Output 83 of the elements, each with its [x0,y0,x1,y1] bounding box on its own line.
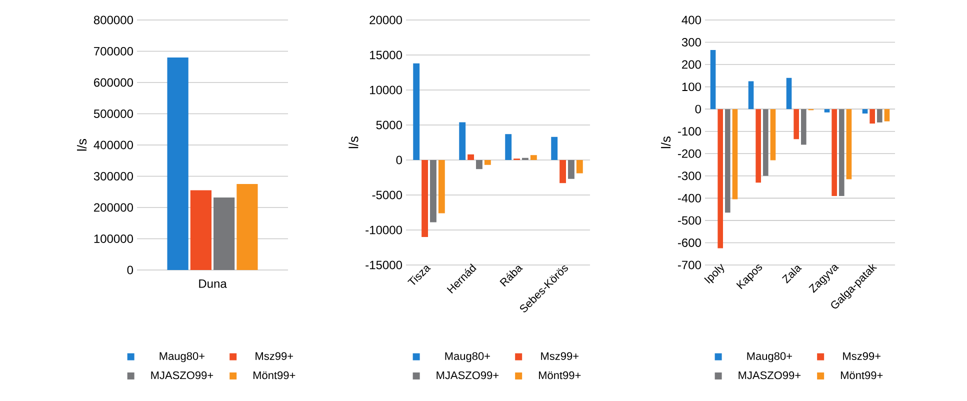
bar [560,160,566,184]
bar [838,109,844,196]
bar [732,109,738,200]
bar [824,109,830,112]
bar [748,81,754,110]
bar [832,109,837,196]
y-tick-label: 300 [682,38,701,46]
legend-label: Mönt99+ [253,371,296,380]
legend-label: Msz99+ [541,352,578,360]
y-tick-label: -10000 [366,226,402,234]
y-tick-label: 800000 [94,16,134,24]
y-tick-label: 100 [682,82,701,92]
y-tick-label: 100000 [94,234,134,243]
bar [551,136,558,160]
bar [718,109,723,248]
bar [786,78,792,110]
bar [576,160,583,174]
y-tick-label: 200 [682,60,701,69]
bar [884,109,890,122]
bar [762,109,768,176]
legend-label: MJASZO99+ [151,371,214,380]
bar [794,109,799,140]
y-axis-title: l/s [348,136,358,148]
y-tick-label: 700000 [94,47,134,56]
y-tick-label: 500000 [94,110,134,118]
y-axis-title: l/s [661,136,671,148]
y-tick-label: -400 [678,194,701,202]
bar [476,160,482,170]
bar [468,154,474,160]
bar [459,122,466,160]
bar [862,109,868,114]
y-tick-label: 5000 [376,120,402,130]
x-tick-label: Duna [199,280,227,288]
bar [870,109,875,124]
bar [756,109,761,183]
legend-label: Msz99+ [256,352,294,360]
y-tick-label: 10000 [370,86,402,94]
bar [530,155,537,160]
bar [770,109,776,160]
legend-label: Mönt99+ [840,371,883,380]
y-tick-label: 400000 [94,140,134,150]
y-tick-label: 400 [682,16,701,24]
legend-label: Maug80+ [747,352,792,362]
y-tick-label: -100 [678,127,701,136]
legend-label: MJASZO99+ [738,371,801,380]
y-tick-label: -200 [678,149,701,158]
bar [413,63,420,160]
y-tick-label: -15000 [366,260,402,270]
bar [236,184,258,270]
y-tick-label: 20000 [370,16,402,24]
y-tick-label: 200000 [94,203,134,212]
legend-label: Maug80+ [445,352,490,362]
bar [438,160,445,214]
bar [430,160,436,222]
y-tick-label: 300000 [94,172,134,180]
bar [725,109,730,213]
legend-label: Msz99+ [843,352,880,360]
y-tick-label: -500 [678,216,701,225]
y-axis-title: l/s [77,138,87,151]
y-tick-label: 0 [396,156,402,164]
bar [422,160,428,237]
bar [505,134,512,160]
y-tick-label: 15000 [370,50,402,60]
legend-label: Maug80+ [160,352,204,362]
bar [568,160,574,179]
y-tick-label: 0 [695,104,702,114]
y-tick-label: -700 [678,260,701,270]
bar [484,160,491,165]
bar [710,50,716,110]
bar [800,109,806,145]
y-tick-label: 600000 [94,78,134,87]
x-tick-label: Zala [782,266,802,284]
legend-label: MJASZO99+ [436,371,499,380]
bar [190,190,212,270]
bar [876,109,882,122]
y-tick-label: -600 [678,238,701,247]
bar [167,57,188,270]
bar [214,197,235,270]
y-tick-label: -300 [678,172,701,180]
y-tick-label: -5000 [372,190,402,200]
bar [846,109,852,180]
y-tick-label: 0 [127,266,134,274]
legend-label: Mönt99+ [538,371,581,380]
